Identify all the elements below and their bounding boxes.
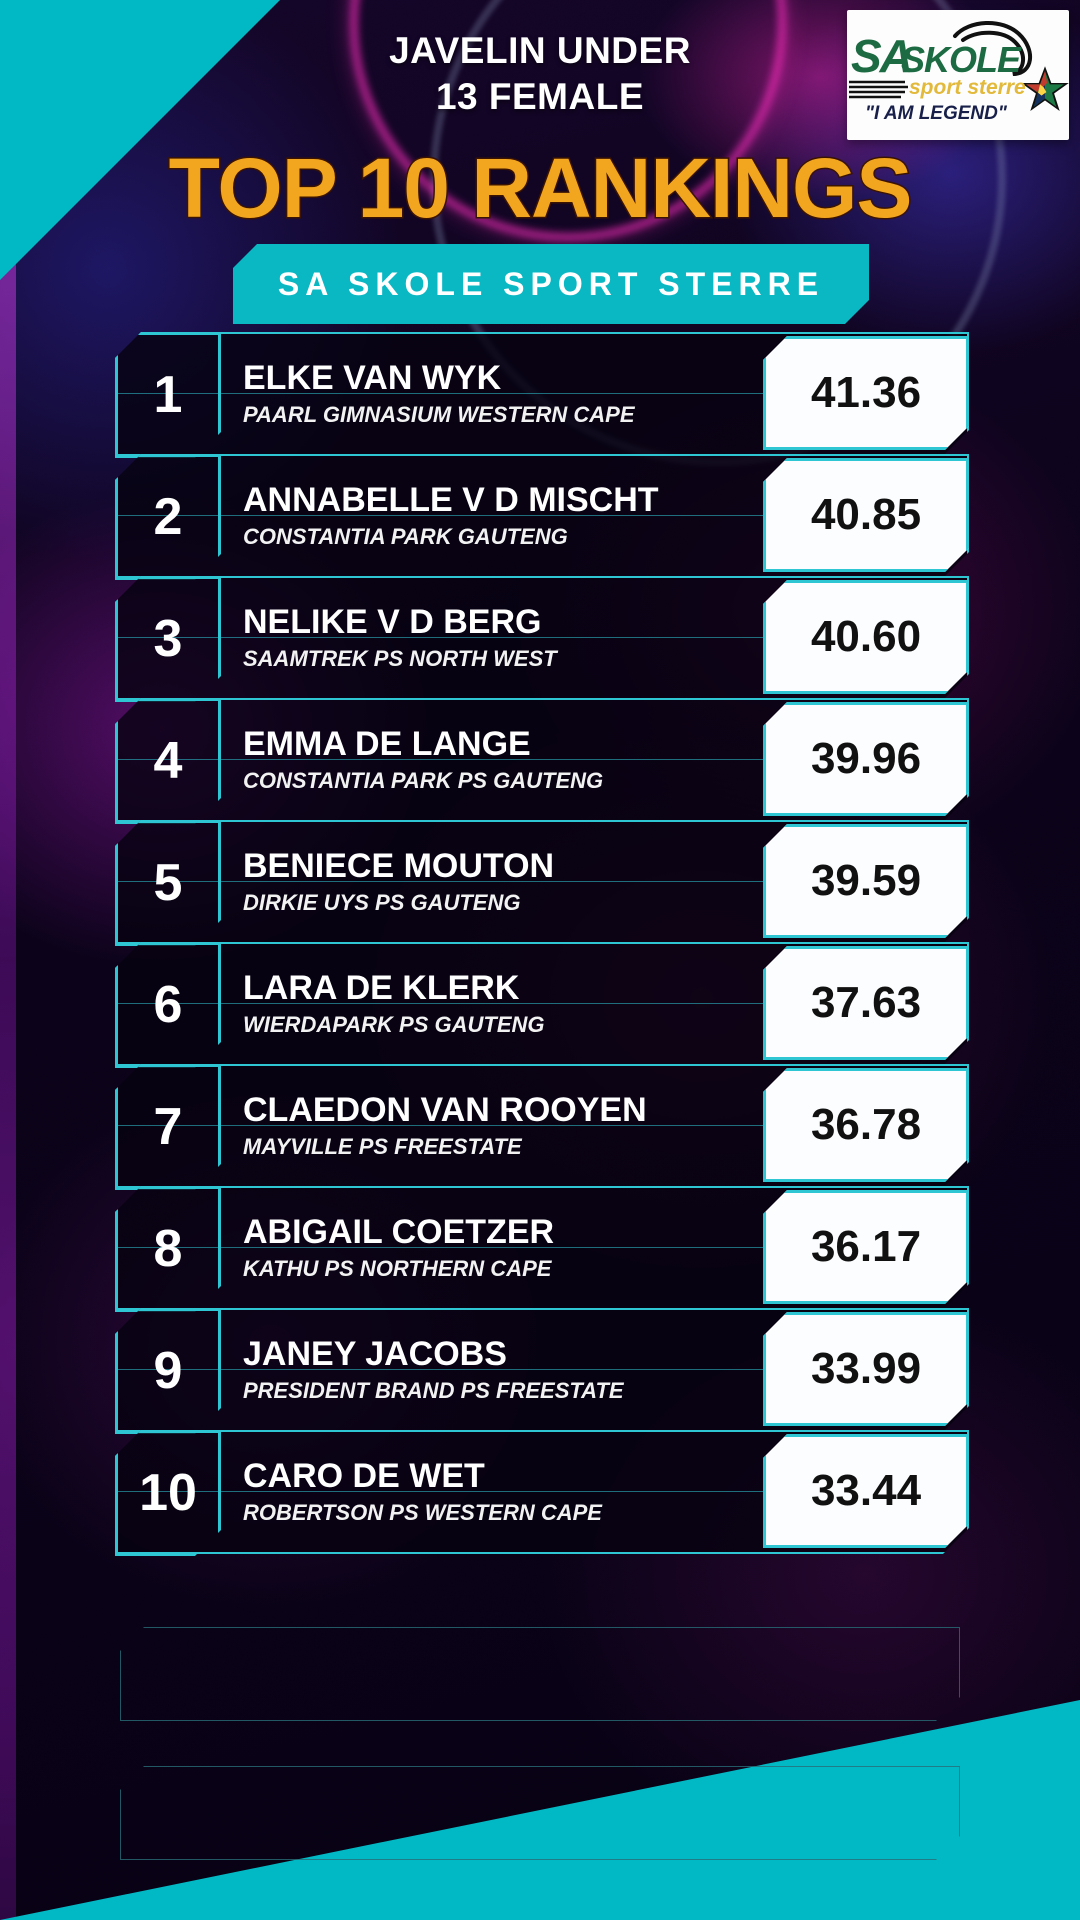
svg-text:sport sterre: sport sterre [909, 76, 1026, 99]
svg-text:"I AM LEGEND": "I AM LEGEND" [865, 103, 1008, 124]
svg-text:SKOLE: SKOLE [901, 39, 1022, 80]
